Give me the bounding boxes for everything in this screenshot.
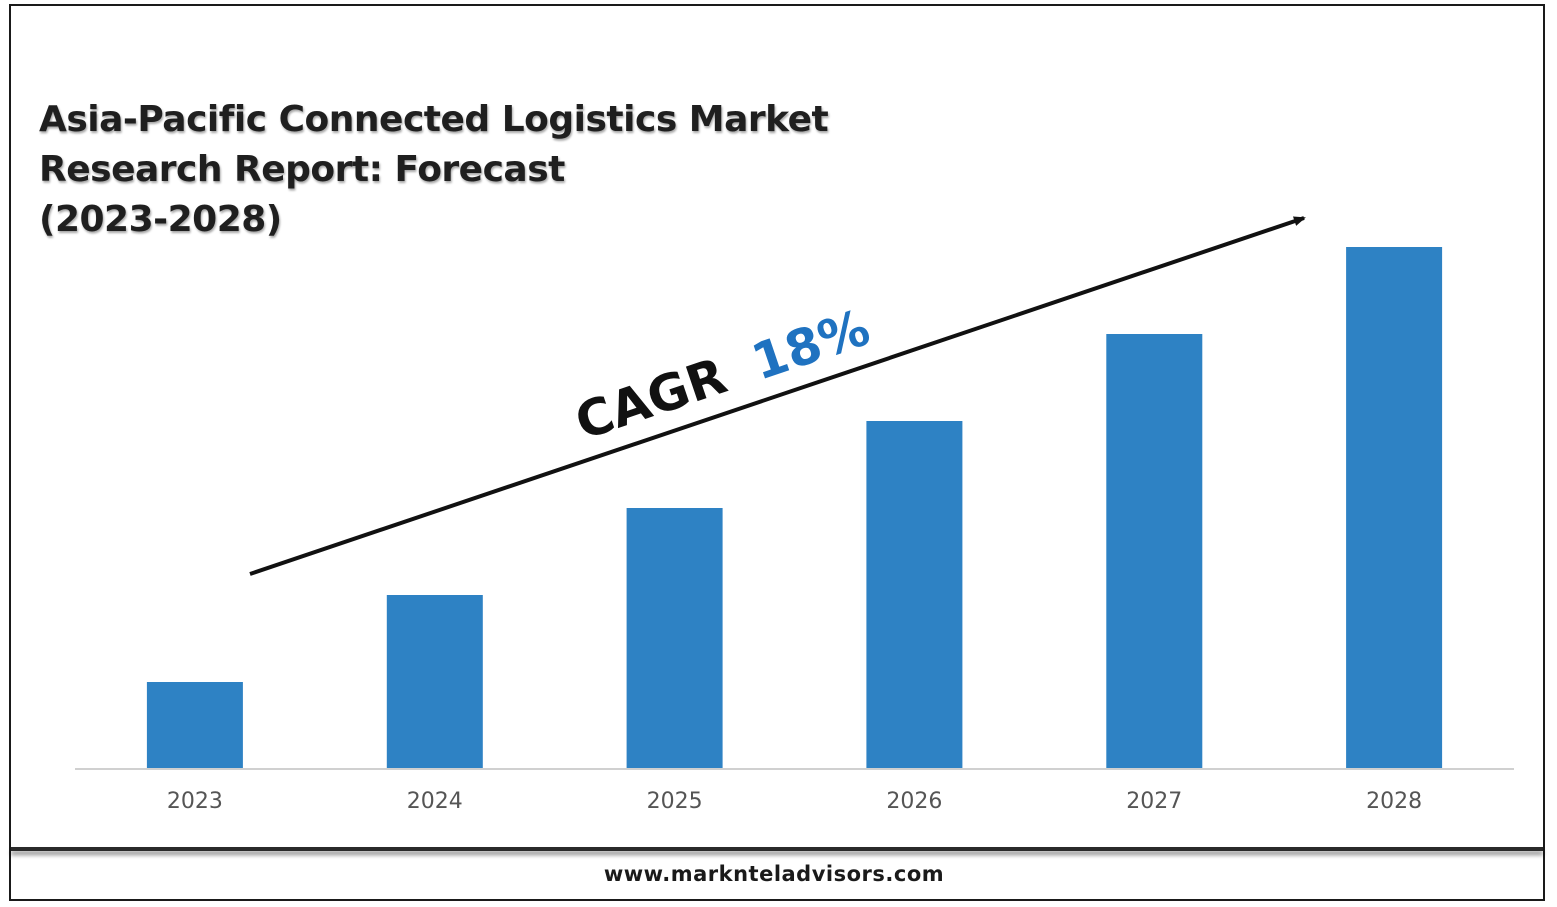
bar-2024 <box>386 595 483 769</box>
x-tick-label-2025: 2025 <box>647 789 703 814</box>
footer-divider <box>11 847 1543 851</box>
footer-url: www.marknteladvisors.com <box>603 862 945 886</box>
x-tick-label-2027: 2027 <box>1126 789 1182 814</box>
bar-2027 <box>1106 334 1203 769</box>
cagr-annotation: CAGR 18% <box>568 298 876 451</box>
bar-2023 <box>146 682 243 769</box>
x-tick-label-2026: 2026 <box>886 789 942 814</box>
trend-arrow <box>249 216 1306 576</box>
x-tick-label-2028: 2028 <box>1366 789 1422 814</box>
bars-group <box>146 247 1443 769</box>
cagr-value: 18% <box>745 298 877 391</box>
chart-frame <box>9 4 1545 901</box>
bar-2028 <box>1346 247 1443 769</box>
x-tick-labels: 2023 2024 2025 2026 2027 2028 <box>167 789 1422 814</box>
title-line-3: (2023-2028) <box>39 199 282 240</box>
x-tick-label-2024: 2024 <box>407 789 463 814</box>
title-line-1: Asia-Pacific Connected Logistics Market <box>39 99 829 140</box>
x-tick-label-2023: 2023 <box>167 789 223 814</box>
bar-2025 <box>626 508 723 769</box>
title-line-2: Research Report: Forecast <box>39 149 565 190</box>
bar-2026 <box>866 421 963 769</box>
chart-title: Asia-Pacific Connected Logistics Market … <box>39 95 879 245</box>
cagr-label: CAGR <box>568 347 733 452</box>
